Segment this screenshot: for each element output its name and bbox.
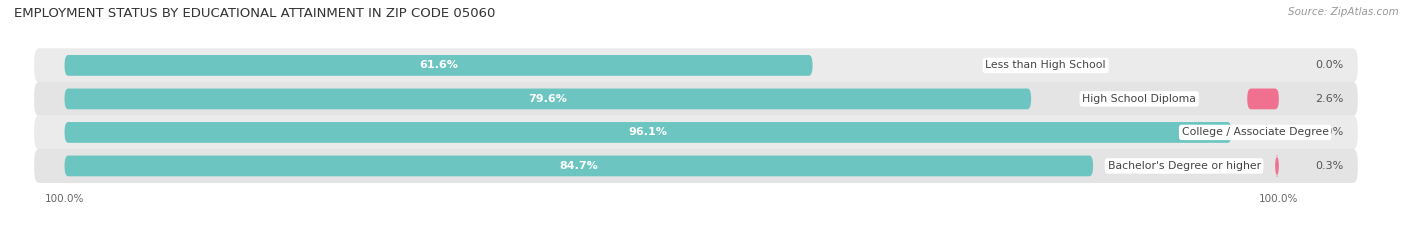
FancyBboxPatch shape — [65, 55, 813, 76]
FancyBboxPatch shape — [65, 89, 1031, 109]
FancyBboxPatch shape — [34, 115, 1358, 150]
Text: EMPLOYMENT STATUS BY EDUCATIONAL ATTAINMENT IN ZIP CODE 05060: EMPLOYMENT STATUS BY EDUCATIONAL ATTAINM… — [14, 7, 495, 20]
Text: 0.3%: 0.3% — [1315, 161, 1344, 171]
Text: 0.0%: 0.0% — [1315, 127, 1344, 137]
Text: 79.6%: 79.6% — [529, 94, 567, 104]
Text: High School Diploma: High School Diploma — [1083, 94, 1197, 104]
FancyBboxPatch shape — [1247, 89, 1279, 109]
FancyBboxPatch shape — [65, 122, 1232, 143]
Text: 84.7%: 84.7% — [560, 161, 598, 171]
Text: Less than High School: Less than High School — [986, 60, 1107, 70]
Text: 61.6%: 61.6% — [419, 60, 458, 70]
Text: Source: ZipAtlas.com: Source: ZipAtlas.com — [1288, 7, 1399, 17]
FancyBboxPatch shape — [34, 48, 1358, 82]
FancyBboxPatch shape — [34, 149, 1358, 183]
Text: College / Associate Degree: College / Associate Degree — [1181, 127, 1329, 137]
Text: 0.0%: 0.0% — [1315, 60, 1344, 70]
Text: 96.1%: 96.1% — [628, 127, 668, 137]
FancyBboxPatch shape — [65, 156, 1092, 176]
FancyBboxPatch shape — [34, 82, 1358, 116]
Text: Bachelor's Degree or higher: Bachelor's Degree or higher — [1108, 161, 1261, 171]
FancyBboxPatch shape — [1275, 156, 1279, 176]
Text: 2.6%: 2.6% — [1315, 94, 1344, 104]
